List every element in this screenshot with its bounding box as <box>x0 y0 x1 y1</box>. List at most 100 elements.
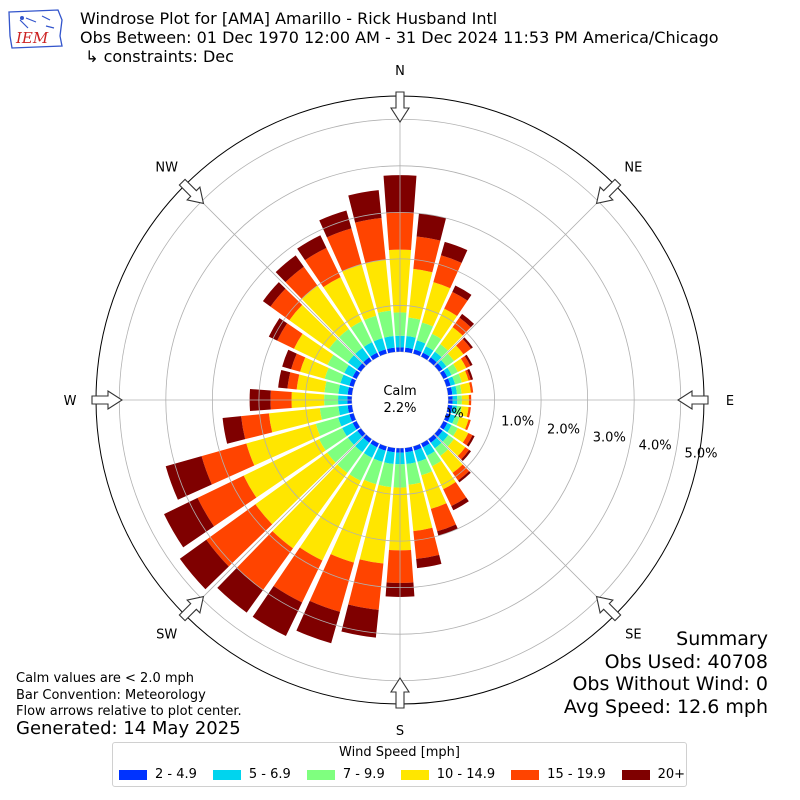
bar-140-bin-1 <box>430 437 442 449</box>
bar-160-bin-2 <box>417 458 433 476</box>
bar-10-bin-4 <box>413 236 441 273</box>
bar-240-bin-0 <box>352 420 361 430</box>
radial-tick-1: 1.0% <box>501 414 534 429</box>
bar-150-bin-1 <box>422 443 435 456</box>
bar-50-bin-0 <box>434 363 443 372</box>
bar-40-bin-4 <box>452 317 471 336</box>
compass-label-N: N <box>395 64 405 79</box>
bar-240-bin-4 <box>197 475 257 527</box>
bar-320-bin-2 <box>338 328 363 354</box>
bar-140-bin-5 <box>458 471 471 483</box>
grid-spoke-135 <box>433 433 616 616</box>
bar-50-bin-1 <box>437 360 447 370</box>
bar-240-bin-5 <box>164 497 215 548</box>
bar-200-bin-0 <box>378 443 387 451</box>
bar-40-bin-5 <box>459 313 475 328</box>
bar-350-bin-1 <box>384 336 395 349</box>
bar-70-bin-4 <box>465 369 471 381</box>
bar-110-bin-2 <box>452 415 460 426</box>
bar-280-bin-2 <box>324 381 340 394</box>
bar-20-bin-4 <box>433 255 462 289</box>
bar-350-bin-0 <box>387 347 396 354</box>
bar-320-bin-1 <box>355 347 370 363</box>
bar-170-bin-5 <box>416 554 442 569</box>
bar-340-bin-1 <box>373 338 386 352</box>
compass-label-SW: SW <box>156 627 177 642</box>
bar-220-bin-3 <box>272 464 348 549</box>
bar-240-bin-3 <box>243 439 326 498</box>
bar-250-bin-3 <box>246 423 321 466</box>
bar-300-bin-0 <box>352 370 361 380</box>
bar-240-bin-1 <box>342 422 357 437</box>
bar-140-bin-3 <box>440 449 463 473</box>
bar-230-bin-3 <box>255 452 336 525</box>
title-line-1: Windrose Plot for [AMA] Amarillo - Rick … <box>80 9 498 28</box>
bar-190-bin-1 <box>384 451 395 464</box>
radial-tick-5: 5.0% <box>684 447 717 462</box>
plot-title: Windrose Plot for [AMA] Amarillo - Rick … <box>80 9 719 66</box>
bar-280-bin-4 <box>287 372 300 390</box>
bar-200-bin-3 <box>330 479 377 563</box>
bar-220-bin-4 <box>236 531 293 590</box>
bar-100-bin-1 <box>451 405 458 415</box>
bar-350-bin-5 <box>348 190 382 223</box>
bar-150-bin-5 <box>451 497 469 511</box>
bar-40-bin-3 <box>440 327 463 351</box>
legend-item-5: 20+ <box>621 767 685 782</box>
bar-150-bin-2 <box>426 451 442 467</box>
bar-340-bin-2 <box>364 315 383 342</box>
bar-30-bin-2 <box>425 333 442 351</box>
bar-340-bin-4 <box>326 228 362 272</box>
compass-arrow-NW-icon <box>178 178 205 205</box>
bar-120-bin-5 <box>466 435 475 447</box>
legend-label: 5 - 6.9 <box>248 767 291 782</box>
bar-150-bin-3 <box>432 460 456 490</box>
bar-240-bin-2 <box>319 427 347 451</box>
compass-arrow-E-icon <box>676 389 709 411</box>
compass-label-SE: SE <box>625 627 641 642</box>
bar-60-bin-2 <box>447 363 458 376</box>
bar-70-bin-0 <box>443 378 451 387</box>
bar-190-bin-3 <box>359 484 392 564</box>
obs-without-wind: Obs Without Wind: 0 <box>572 673 768 695</box>
legend-swatch <box>119 769 147 780</box>
bar-170-bin-0 <box>404 446 413 453</box>
bar-350-bin-4 <box>355 217 386 264</box>
bar-70-bin-2 <box>452 373 462 385</box>
bar-10-bin-1 <box>405 336 416 349</box>
bar-60-bin-4 <box>460 356 471 368</box>
title-line-2: Obs Between: 01 Dec 1970 12:00 AM - 31 D… <box>80 28 719 47</box>
bar-170-bin-1 <box>405 451 416 464</box>
bar-70-bin-3 <box>458 370 469 383</box>
calm-value: 2.2% <box>383 401 416 416</box>
legend-swatch <box>621 769 650 780</box>
bar-200-bin-4 <box>309 554 354 612</box>
bar-50-bin-3 <box>447 345 464 362</box>
calm-circle <box>352 352 448 448</box>
bar-150-bin-0 <box>420 439 430 448</box>
bar-80-bin-4 <box>469 381 474 393</box>
bar-230-bin-1 <box>347 430 363 445</box>
bar-330-bin-5 <box>297 235 327 261</box>
bar-290-bin-2 <box>324 367 344 384</box>
legend-swatch <box>400 769 429 780</box>
radial-tick-4: 4.0% <box>639 439 672 454</box>
iem-logo: IEM <box>8 9 63 49</box>
bar-350-bin-2 <box>377 310 394 338</box>
bar-190-bin-0 <box>387 446 396 453</box>
bar-330-bin-4 <box>305 247 341 288</box>
bar-260-bin-0 <box>347 404 354 413</box>
bar-110-bin-0 <box>443 413 451 422</box>
bar-30-bin-1 <box>422 346 434 357</box>
bar-250-bin-1 <box>338 414 352 427</box>
bar-120-bin-1 <box>443 422 452 433</box>
compass-arrows <box>91 91 709 709</box>
bar-30-bin-3 <box>432 308 458 340</box>
note-calm: Calm values are < 2.0 mph <box>16 671 195 686</box>
bar-280-bin-5 <box>278 369 291 389</box>
bar-80-bin-2 <box>455 384 462 395</box>
bar-140-bin-0 <box>428 434 437 443</box>
bar-60-bin-3 <box>453 358 467 373</box>
bar-170-bin-2 <box>406 462 421 485</box>
